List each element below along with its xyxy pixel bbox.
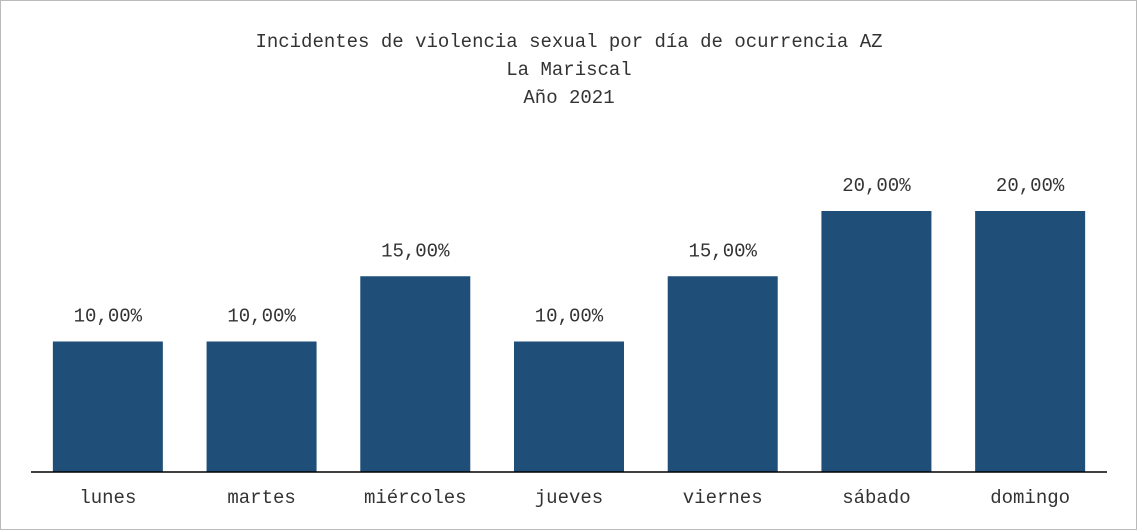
bar <box>514 341 624 472</box>
chart-title: Año 2021 <box>523 87 614 109</box>
chart-title: La Mariscal <box>506 59 631 81</box>
x-tick-label: martes <box>227 487 295 509</box>
value-label: 15,00% <box>381 240 450 262</box>
x-tick-label: domingo <box>990 487 1070 509</box>
bar <box>360 276 471 472</box>
x-tick-label: viernes <box>683 487 763 509</box>
value-label: 20,00% <box>842 175 911 197</box>
bar <box>667 276 778 472</box>
x-tick-label: jueves <box>535 487 603 509</box>
x-tick-label: sábado <box>842 487 910 509</box>
value-label: 10,00% <box>535 306 604 328</box>
bar <box>975 211 1086 472</box>
bar <box>52 341 163 472</box>
value-label: 10,00% <box>74 306 143 328</box>
value-label: 15,00% <box>689 240 758 262</box>
x-tick-label: miércoles <box>364 487 467 509</box>
chart-title: Incidentes de violencia sexual por día d… <box>255 31 882 53</box>
x-tick-label: lunes <box>79 487 136 509</box>
value-label: 10,00% <box>227 306 296 328</box>
value-label: 20,00% <box>996 175 1065 197</box>
bar <box>821 211 932 472</box>
bar <box>206 341 317 472</box>
